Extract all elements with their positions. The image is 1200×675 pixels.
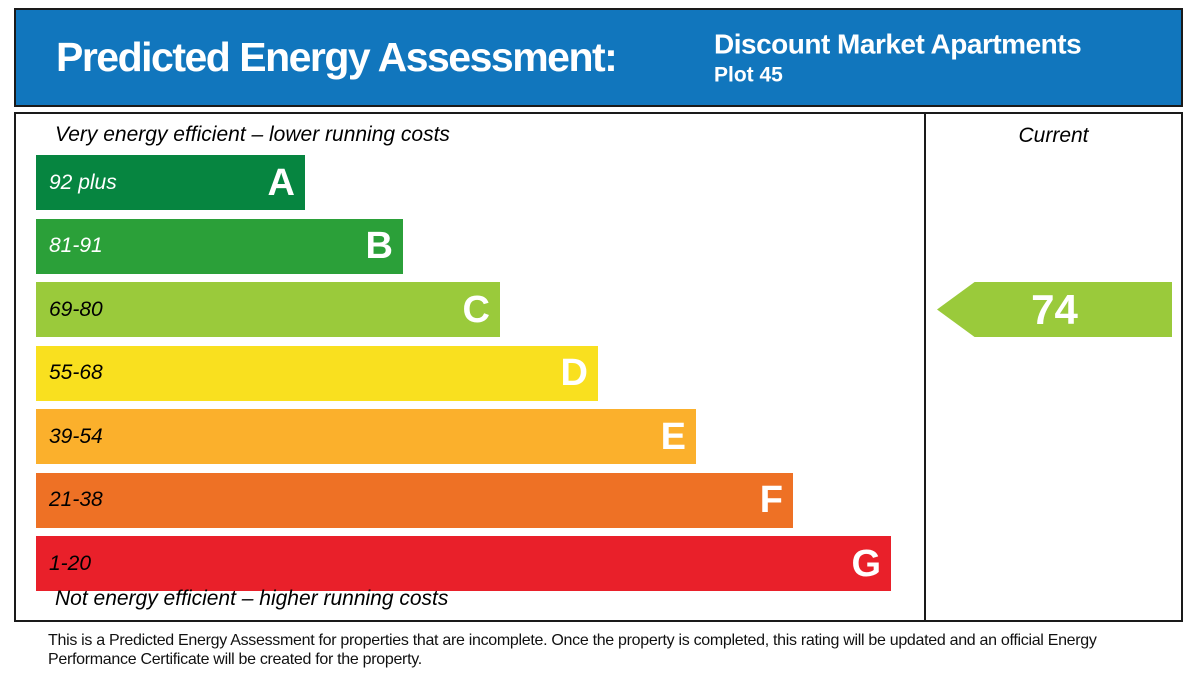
band-letter: F bbox=[759, 479, 783, 521]
band-letter: G bbox=[851, 542, 881, 585]
band-range-label: 39-54 bbox=[49, 424, 103, 448]
band-letter: C bbox=[462, 288, 490, 331]
property-info: Discount Market Apartments Plot 45 bbox=[714, 28, 1082, 87]
band-C: 69-80 C bbox=[36, 282, 500, 337]
top-note: Very energy efficient – lower running co… bbox=[55, 123, 450, 146]
band-range-label: 21-38 bbox=[49, 488, 103, 511]
band-range-label: 55-68 bbox=[49, 361, 103, 384]
current-label: Current bbox=[1018, 124, 1089, 147]
band-range-label: 81-91 bbox=[49, 234, 103, 257]
band-letter: E bbox=[660, 415, 686, 458]
band-E: 39-54 E bbox=[36, 409, 696, 464]
property-name: Discount Market Apartments bbox=[714, 28, 1082, 59]
band-B: 81-91 B bbox=[36, 218, 403, 274]
current-rating-value: 74 bbox=[1031, 285, 1078, 333]
epc-chart: Very energy efficient – lower running co… bbox=[14, 112, 1183, 622]
band-range-label: 69-80 bbox=[49, 297, 103, 321]
current-rating-arrow: 74 bbox=[937, 282, 1172, 337]
bands-panel: Very energy efficient – lower running co… bbox=[16, 114, 924, 620]
rating-bands: 92 plus A 81-91 B 69-80 C 55-68 D 39-54 E 21-38 F 1-… bbox=[36, 155, 891, 600]
bottom-note: Not energy efficient – higher running co… bbox=[55, 587, 449, 610]
band-D: 55-68 D bbox=[36, 345, 598, 401]
band-letter: A bbox=[267, 161, 295, 204]
disclaimer-text: This is a Predicted Energy Assessment fo… bbox=[48, 632, 1097, 668]
page-title: Predicted Energy Assessment: bbox=[56, 34, 618, 80]
band-range-label: 1-20 bbox=[49, 551, 92, 575]
band-letter: B bbox=[365, 225, 393, 267]
current-column: Current 74 bbox=[924, 114, 1181, 620]
header-banner: Predicted Energy Assessment: Discount Ma… bbox=[14, 8, 1183, 107]
plot-number: Plot 45 bbox=[714, 63, 783, 86]
band-letter: D bbox=[560, 352, 588, 394]
band-A: 92 plus A bbox=[36, 155, 305, 210]
band-F: 21-38 F bbox=[36, 472, 793, 528]
band-range-label: 92 plus bbox=[49, 170, 117, 194]
band-G: 1-20 G bbox=[36, 536, 891, 591]
